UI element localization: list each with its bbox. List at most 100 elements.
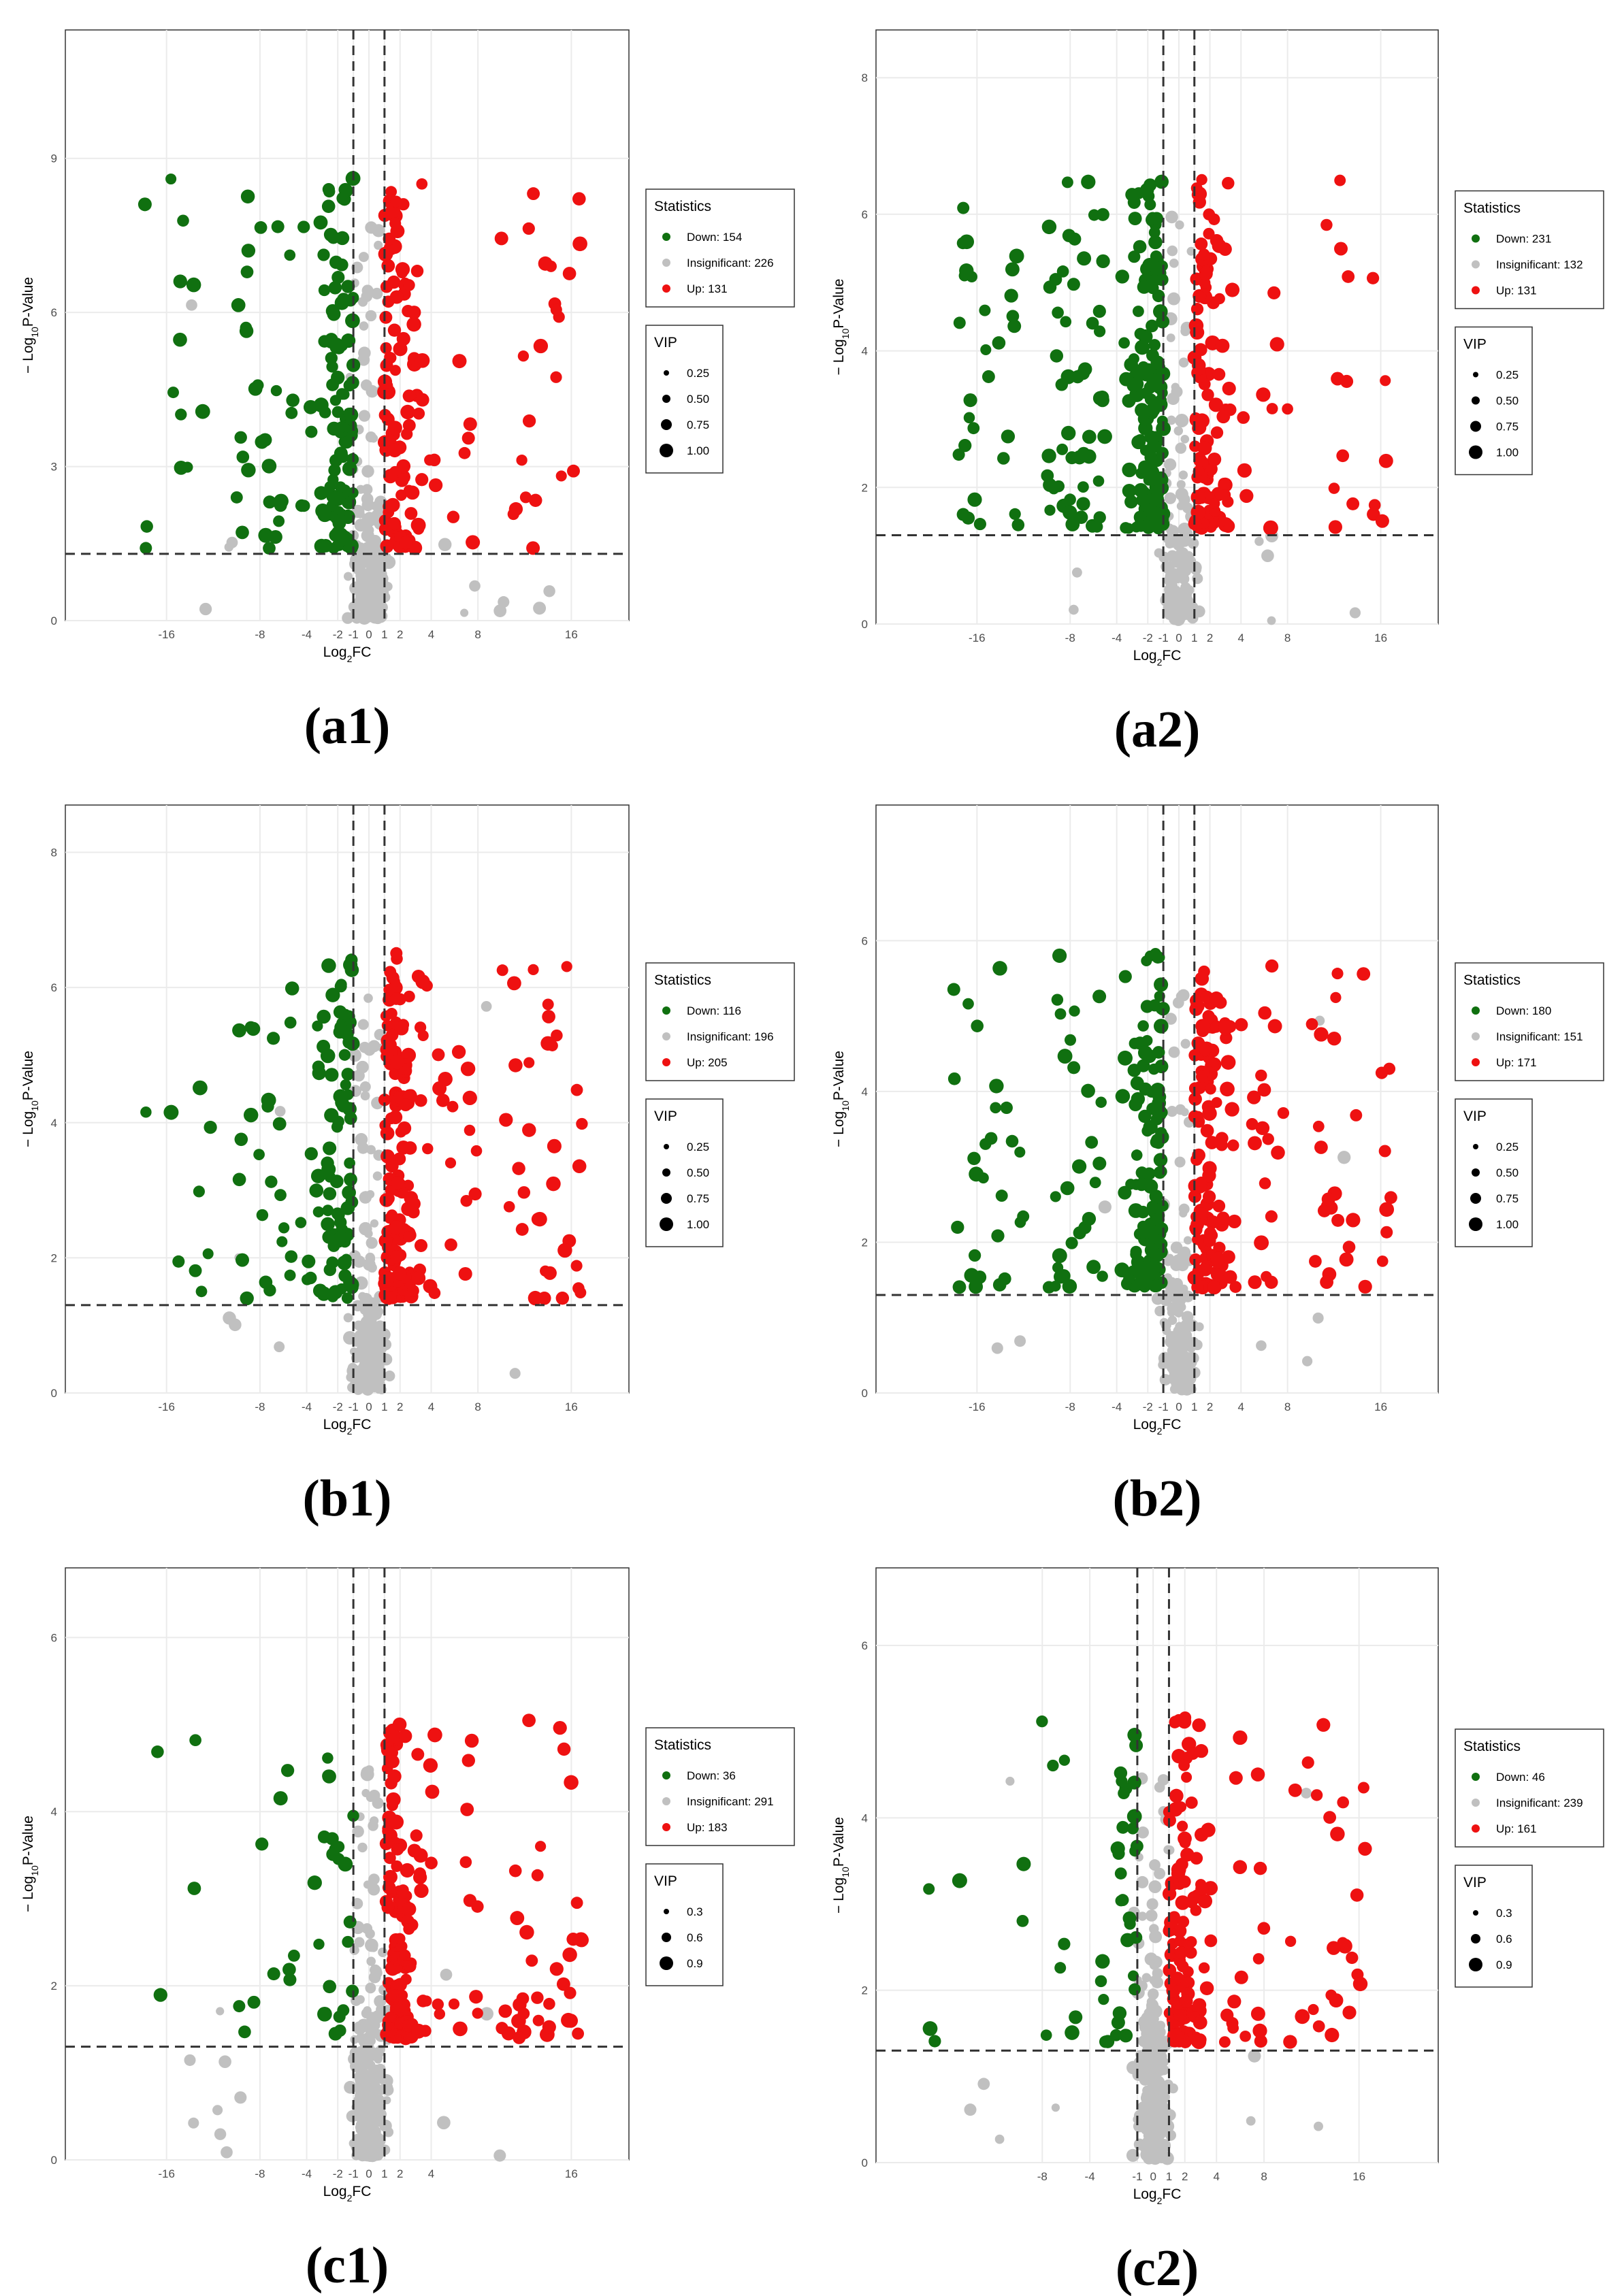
y-tick-label: 0 — [51, 614, 57, 627]
insignificant-point — [374, 240, 383, 250]
insignificant-point — [1186, 246, 1196, 256]
y-axis-title: − Log10P-Value — [831, 1817, 851, 1914]
down-point — [304, 1147, 318, 1161]
up-point — [380, 342, 392, 355]
up-point — [1288, 1783, 1302, 1797]
down-point — [1110, 1841, 1125, 1856]
down-point — [285, 981, 299, 996]
insignificant-point — [356, 1352, 367, 1363]
insignificant-point — [977, 2078, 990, 2090]
up-point — [379, 1837, 393, 1850]
down-point — [1148, 227, 1161, 239]
down-point — [321, 1217, 335, 1232]
x-tick-label: 0 — [1150, 2170, 1156, 2183]
insignificant-point — [1154, 1867, 1166, 1880]
down-point — [1050, 349, 1064, 363]
down-point — [980, 344, 992, 355]
legend-entry: Down: 116 — [687, 1004, 741, 1017]
down-point — [1154, 977, 1169, 992]
insignificant-point — [1163, 1257, 1173, 1266]
up-point — [1200, 1124, 1214, 1138]
up-point — [1252, 1953, 1265, 1965]
down-point — [334, 1021, 348, 1034]
down-point — [1152, 1136, 1165, 1149]
down-point — [1067, 1061, 1081, 1075]
up-point — [532, 2014, 545, 2027]
insignificant-point — [218, 2055, 231, 2069]
down-point — [1085, 1136, 1099, 1149]
down-point — [1054, 1008, 1067, 1020]
up-point — [1375, 514, 1389, 528]
y-tick-label: 6 — [862, 934, 868, 947]
x-tick-label: 8 — [474, 628, 481, 641]
down-point — [1135, 403, 1150, 418]
down-point — [1067, 278, 1080, 291]
up-point — [1204, 1934, 1218, 1948]
up-point — [1265, 959, 1279, 973]
down-point — [1126, 1822, 1139, 1835]
x-tick-label: 1 — [381, 628, 387, 641]
down-point — [334, 481, 346, 493]
down-point — [1131, 435, 1146, 450]
insignificant-point — [1153, 2146, 1163, 2156]
up-point — [451, 1045, 466, 1059]
legend-entry: Up: 131 — [687, 282, 728, 295]
down-point — [1049, 273, 1063, 286]
up-point — [424, 454, 436, 466]
x-tick-label: 16 — [1352, 2170, 1365, 2183]
insignificant-point — [372, 1965, 382, 1976]
up-point — [427, 1727, 442, 1743]
up-point — [1216, 1211, 1230, 1225]
insignificant-point — [1167, 1348, 1177, 1358]
insignificant-point — [357, 297, 368, 307]
down-point — [319, 406, 331, 419]
legend-entry: Insignificant: 239 — [1496, 1797, 1583, 1809]
down-point — [328, 281, 342, 295]
up-point — [1358, 1841, 1372, 1856]
down-point — [1072, 1159, 1087, 1174]
up-point — [1201, 389, 1214, 401]
insignificant-point — [354, 1937, 365, 1948]
legend-entry: Insignificant: 291 — [687, 1795, 774, 1808]
up-point — [396, 1140, 411, 1155]
down-point — [333, 2010, 346, 2023]
insignificant-point — [365, 2100, 376, 2111]
insignificant-point — [214, 2128, 227, 2140]
legend-statistics-box — [645, 188, 795, 308]
insignificant-point — [344, 2080, 357, 2094]
down-point — [1055, 378, 1069, 391]
down-point — [1089, 1177, 1101, 1189]
down-point — [947, 1072, 961, 1085]
down-point — [1138, 460, 1152, 474]
x-tick-label: -16 — [158, 2167, 175, 2180]
up-point — [1203, 1226, 1217, 1240]
up-point — [1284, 1935, 1297, 1947]
up-point — [1255, 1121, 1270, 1136]
down-point — [320, 1048, 336, 1064]
down-point — [177, 214, 189, 227]
down-point — [318, 284, 331, 297]
down-point — [322, 1230, 336, 1244]
up-point — [391, 1843, 404, 1856]
insignificant-point — [994, 2134, 1005, 2144]
insignificant-point — [1014, 1335, 1026, 1347]
down-point — [248, 381, 263, 396]
legend-vip-value: 0.6 — [1496, 1933, 1512, 1946]
up-point — [460, 1194, 472, 1207]
up-point — [414, 1239, 428, 1252]
down-point — [1116, 1820, 1130, 1834]
up-point — [471, 1900, 484, 1913]
insignificant-point — [964, 2103, 977, 2116]
down-point — [1042, 1281, 1056, 1294]
up-point — [1175, 1895, 1190, 1910]
insignificant-point — [1149, 1975, 1158, 1985]
down-point — [232, 1172, 246, 1187]
down-point — [140, 520, 153, 533]
up-point — [1177, 1916, 1190, 1928]
x-tick-label: -1 — [1158, 632, 1169, 644]
up-point — [380, 1126, 395, 1141]
down-point — [967, 492, 982, 507]
legend-entry: Down: 231 — [1496, 233, 1551, 246]
up-point — [1263, 520, 1278, 536]
